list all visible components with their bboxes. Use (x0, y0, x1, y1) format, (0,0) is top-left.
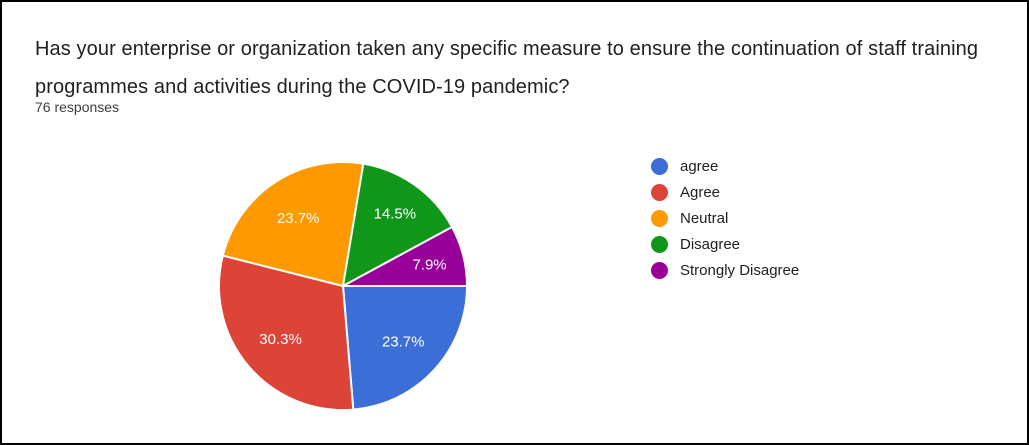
legend-color-dot (651, 157, 668, 175)
legend-label: Disagree (680, 235, 741, 253)
pie-slice-label: 14.5% (374, 206, 417, 223)
legend-item: Agree (651, 179, 799, 205)
legend-color-dot (651, 183, 668, 201)
response-count: 76 responses (35, 99, 120, 115)
pie-slice-neutral (221, 161, 365, 287)
legend-item: Disagree (651, 231, 799, 257)
pie-slice-disagree (342, 162, 454, 287)
pie-slice-agree (218, 254, 355, 411)
pie-chart: 23.7% 30.3% 23.7% 14.5% 7.9% (218, 161, 468, 411)
legend-label: Strongly Disagree (680, 261, 800, 279)
pie-slice-agree (342, 285, 468, 411)
legend-label: Neutral (680, 209, 729, 227)
pie-slice-label: 23.7% (277, 210, 320, 227)
legend-item: Strongly Disagree (651, 257, 799, 283)
legend: agree Agree Neutral Disagree Strongly Disagr… (651, 153, 799, 283)
legend-color-dot (651, 235, 668, 253)
legend-label: agree (680, 157, 719, 175)
legend-color-dot (651, 261, 668, 279)
pie-slice-label: 7.9% (412, 256, 446, 273)
legend-label: Agree (680, 183, 721, 201)
pie-slice-label: 30.3% (259, 331, 302, 348)
legend-item: agree (651, 153, 799, 179)
pie-slice-strongly-disagree (342, 226, 468, 287)
legend-color-dot (651, 209, 668, 227)
legend-item: Neutral (651, 205, 799, 231)
pie-slice-label: 23.7% (382, 334, 425, 351)
question-title: Has your enterprise or organization take… (35, 38, 979, 98)
